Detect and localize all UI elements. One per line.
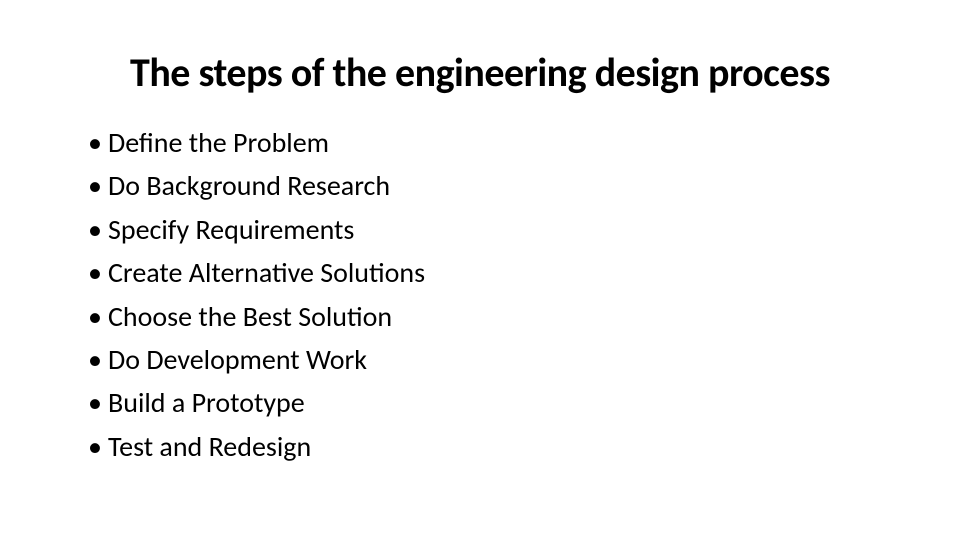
slide-container: The steps of the engineering design proc… <box>0 0 960 540</box>
list-item: Specify Requirements <box>88 208 880 251</box>
list-item: Build a Prototype <box>88 381 880 424</box>
list-item: Create Alternative Solutions <box>88 251 880 294</box>
bullet-list: Define the Problem Do Background Researc… <box>80 121 880 468</box>
list-item: Choose the Best Solution <box>88 295 880 338</box>
list-item: Test and Redesign <box>88 425 880 468</box>
list-item: Do Development Work <box>88 338 880 381</box>
list-item: Define the Problem <box>88 121 880 164</box>
slide-title: The steps of the engineering design proc… <box>80 48 880 97</box>
list-item: Do Background Research <box>88 164 880 207</box>
